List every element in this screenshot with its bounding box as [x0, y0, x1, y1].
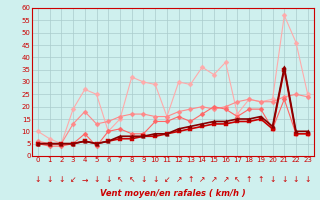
- Text: ↓: ↓: [93, 175, 100, 184]
- Text: ↓: ↓: [305, 175, 311, 184]
- Text: ↑: ↑: [258, 175, 264, 184]
- Text: ↓: ↓: [140, 175, 147, 184]
- Text: →: →: [82, 175, 88, 184]
- Text: ↓: ↓: [35, 175, 41, 184]
- Text: ↗: ↗: [211, 175, 217, 184]
- Text: ↓: ↓: [105, 175, 111, 184]
- Text: ↗: ↗: [222, 175, 229, 184]
- Text: ↓: ↓: [293, 175, 299, 184]
- Text: ↗: ↗: [175, 175, 182, 184]
- Text: ↓: ↓: [269, 175, 276, 184]
- Text: ↑: ↑: [246, 175, 252, 184]
- Text: ↓: ↓: [46, 175, 53, 184]
- Text: ↓: ↓: [58, 175, 65, 184]
- Text: ↓: ↓: [281, 175, 287, 184]
- Text: ↑: ↑: [187, 175, 194, 184]
- Text: ↓: ↓: [152, 175, 158, 184]
- Text: Vent moyen/en rafales ( km/h ): Vent moyen/en rafales ( km/h ): [100, 189, 246, 198]
- Text: ↖: ↖: [129, 175, 135, 184]
- Text: ↗: ↗: [199, 175, 205, 184]
- Text: ↖: ↖: [234, 175, 241, 184]
- Text: ↙: ↙: [70, 175, 76, 184]
- Text: ↙: ↙: [164, 175, 170, 184]
- Text: ↖: ↖: [117, 175, 123, 184]
